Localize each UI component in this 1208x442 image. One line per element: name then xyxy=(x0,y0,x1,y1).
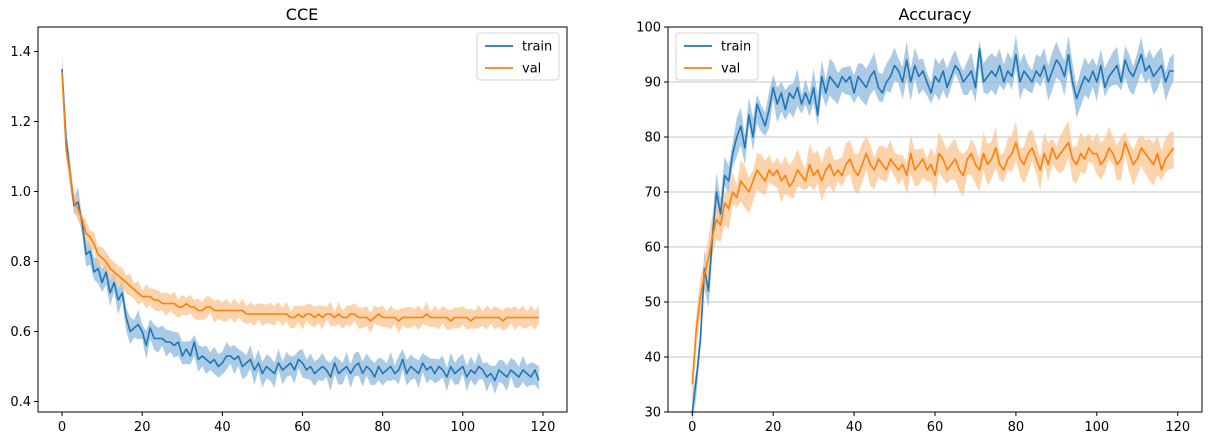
band-val xyxy=(62,60,539,334)
y-tick-label: 30 xyxy=(644,406,661,421)
band-train xyxy=(692,35,1174,422)
y-tick-label: 1.4 xyxy=(10,45,31,60)
y-tick-label: 0.6 xyxy=(10,325,31,340)
y-tick-label: 1.0 xyxy=(10,185,31,200)
cce-chart: CCE 0 20 40 60 80 100 120 0.4 0.6 0.8 1.0 1.2 1.4 tr… xyxy=(10,5,568,435)
y-tick-label: 1.2 xyxy=(10,115,31,130)
x-tick-label: 100 xyxy=(450,420,475,435)
series-lines xyxy=(691,48,1175,413)
x-tick-label: 80 xyxy=(374,420,391,435)
y-tick-label: 0.8 xyxy=(10,255,31,270)
y-tick-label: 40 xyxy=(644,351,661,366)
y-tick-label: 90 xyxy=(644,76,661,91)
legend-label-train: train xyxy=(721,40,751,55)
y-tick-label: 70 xyxy=(644,186,661,201)
band-train xyxy=(62,54,539,395)
chart-title: Accuracy xyxy=(898,5,971,24)
x-tick-label: 0 xyxy=(688,420,696,435)
band-val xyxy=(692,121,1174,405)
accuracy-chart: Accuracy 0 20 40 60 80 100 120 30 40 50 60 70 80 90 10… xyxy=(636,5,1203,435)
x-tick-label: 120 xyxy=(1165,420,1190,435)
x-tick-label: 100 xyxy=(1084,420,1109,435)
x-tick-label: 0 xyxy=(58,420,66,435)
x-tick-label: 40 xyxy=(214,420,231,435)
series-line-val xyxy=(691,141,1175,385)
axes: 0 20 40 60 80 100 120 30 40 50 60 70 80 90 100 xyxy=(636,21,1203,435)
y-tick-label: 100 xyxy=(636,21,661,36)
x-tick-label: 80 xyxy=(1008,420,1025,435)
x-tick-label: 120 xyxy=(531,420,556,435)
y-tick-label: 0.4 xyxy=(10,395,31,410)
series-line-train xyxy=(61,68,540,382)
axes: 0 20 40 60 80 100 120 0.4 0.6 0.8 1.0 1.2 1.4 xyxy=(10,26,568,435)
x-tick-label: 20 xyxy=(765,420,782,435)
x-tick-label: 20 xyxy=(134,420,151,435)
y-tick-label: 50 xyxy=(644,296,661,311)
legend-label-val: val xyxy=(522,62,541,77)
legend-label-val: val xyxy=(721,62,740,77)
x-tick-label: 40 xyxy=(846,420,863,435)
confidence-bands xyxy=(692,35,1174,422)
legend: train val xyxy=(476,32,560,81)
legend: train val xyxy=(675,32,759,81)
legend-label-train: train xyxy=(522,40,552,55)
y-tick-label: 80 xyxy=(644,131,661,146)
x-tick-label: 60 xyxy=(927,420,944,435)
confidence-bands xyxy=(62,54,539,395)
series-lines xyxy=(61,68,540,382)
series-line-train xyxy=(691,48,1174,413)
series-line-val xyxy=(61,72,539,322)
x-tick-label: 60 xyxy=(294,420,311,435)
y-tick-label: 60 xyxy=(644,241,661,256)
chart-title: CCE xyxy=(286,5,318,24)
